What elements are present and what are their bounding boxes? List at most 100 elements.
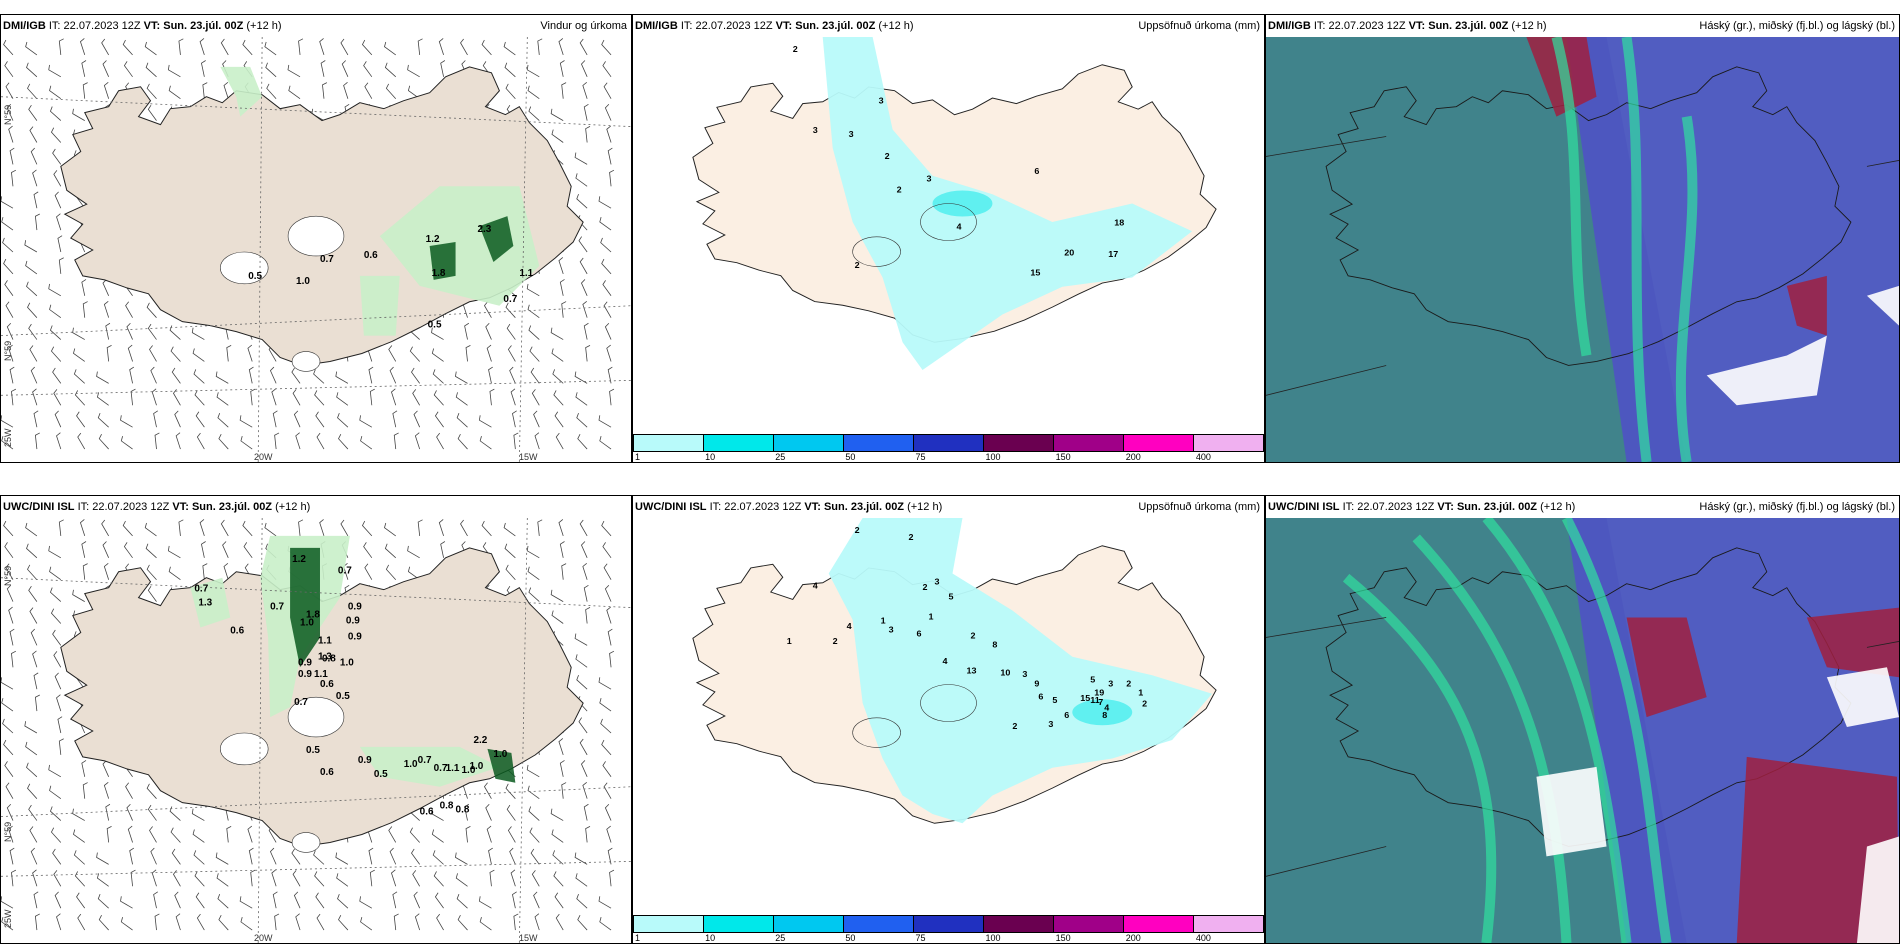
wind-barb: [583, 103, 589, 121]
wind-barb: [580, 279, 588, 296]
wind-barb: [457, 434, 468, 450]
wind-barb: [513, 913, 519, 931]
wind-barb: [102, 279, 110, 296]
wind-barb: [392, 891, 398, 909]
wind-barb: [103, 300, 110, 318]
wind-barb: [604, 322, 612, 340]
vt-label: VT:: [804, 501, 821, 513]
colorbar-segment: [1123, 434, 1193, 452]
wind-barb: [220, 38, 229, 56]
vt-value: Sun. 23.júl. 00Z: [1456, 501, 1538, 513]
map-layer: [1266, 37, 1899, 462]
precip-heavy-area: [429, 242, 456, 280]
value-label: 6: [1064, 710, 1069, 720]
precip-light-area: [220, 66, 263, 117]
wind-barb: [336, 873, 349, 887]
wind-barb: [73, 850, 86, 865]
wind-barb: [359, 896, 373, 909]
value-label: 2: [923, 582, 928, 592]
wind-barb: [3, 39, 14, 56]
colorbar-segment: [1053, 434, 1123, 452]
map-layer: 0.5 1.0 0.7 0.6 1.2 1.8 2.3 1.1 0.7 0.5: [1, 37, 631, 462]
value-label: 17: [1108, 249, 1118, 259]
wind-barb: [526, 764, 540, 778]
wind-barb: [73, 369, 86, 384]
lead-time: (+12 h): [907, 501, 943, 513]
wind-barb: [29, 607, 38, 624]
wind-barb: [413, 891, 421, 909]
wind-barb: [150, 847, 157, 865]
wind-barb: [58, 257, 64, 274]
colorbar-tick-label: 75: [915, 452, 926, 462]
glacier: [287, 215, 345, 257]
wind-barb: [146, 783, 157, 799]
wind-barb: [384, 543, 397, 559]
wind-barb: [1, 698, 14, 712]
value-label: 2: [1142, 699, 1147, 709]
it-label: IT:: [77, 501, 90, 513]
wind-barb: [604, 585, 612, 602]
wind-barb: [582, 781, 588, 799]
clear-sky-area: [1866, 285, 1899, 326]
wind-barb: [384, 62, 397, 78]
wind-barb: [455, 392, 468, 406]
wind-barb: [195, 411, 205, 428]
value-label: 15: [1030, 268, 1040, 278]
wind-barb: [248, 847, 254, 865]
wind-barb: [130, 388, 136, 406]
wind-barb: [9, 847, 15, 865]
iceland-outline: [1325, 66, 1852, 366]
wind-barb: [486, 344, 492, 362]
wind-barb: [313, 369, 325, 384]
wind-barb: [505, 302, 516, 318]
panel-uwc-cloud: UWC/DINI ISL IT: 22.07.2023 12Z VT: Sun.…: [1265, 495, 1900, 944]
value-label: 0.5: [306, 745, 320, 756]
wind-barb: [48, 764, 62, 778]
wind-barb: [555, 913, 564, 931]
wind-barb: [580, 760, 588, 777]
wind-barb: [147, 804, 157, 821]
wind-barb: [82, 82, 88, 99]
wind-barb: [390, 388, 397, 406]
wind-barb: [503, 41, 516, 56]
value-label: 1.0: [470, 761, 484, 772]
grid-line: [1266, 846, 1387, 877]
wind-barb: [11, 388, 17, 406]
colorbar-segment: [913, 915, 983, 933]
colorbar-tick-label: 150: [1055, 933, 1071, 943]
colorbar-segment: [773, 915, 843, 933]
wind-barb: [57, 235, 63, 253]
wind-barb: [384, 522, 396, 537]
glacier: [852, 717, 901, 748]
value-label: 8: [1102, 710, 1107, 720]
wind-barb: [171, 848, 181, 865]
wind-barb: [314, 871, 325, 887]
wind-barb: [576, 893, 588, 909]
wind-barb: [96, 371, 109, 384]
wind-barb: [553, 871, 564, 887]
precip-light-area: [379, 186, 540, 306]
wind-barb: [250, 869, 256, 887]
wind-barb: [125, 782, 133, 799]
wind-barb: [199, 519, 205, 537]
wind-barb: [337, 412, 349, 428]
wind-barb: [8, 344, 14, 362]
map-layer: 1.20.70.71.30.60.71.80.90.90.91.01.11.30…: [1, 518, 631, 943]
value-label: 0.9: [348, 602, 362, 613]
wind-barb: [82, 563, 88, 580]
wind-barb: [414, 432, 421, 450]
wind-barb: [465, 344, 471, 362]
wind-barb: [125, 301, 133, 318]
cloud-high-area: [1806, 607, 1899, 678]
colorbar: [633, 915, 1264, 933]
wind-barb: [432, 850, 444, 865]
panel-title: Háský (gr.), miðský (fj.bl.) og lágský (…: [1699, 20, 1895, 32]
wind-barb: [27, 564, 38, 580]
wind-barb: [322, 82, 328, 99]
colorbar-segment: [703, 434, 773, 452]
wind-barb: [431, 348, 444, 362]
colorbar-segment: [633, 915, 703, 933]
wind-barb: [364, 563, 373, 580]
wind-barb: [574, 633, 588, 646]
wind-barb: [464, 322, 470, 340]
